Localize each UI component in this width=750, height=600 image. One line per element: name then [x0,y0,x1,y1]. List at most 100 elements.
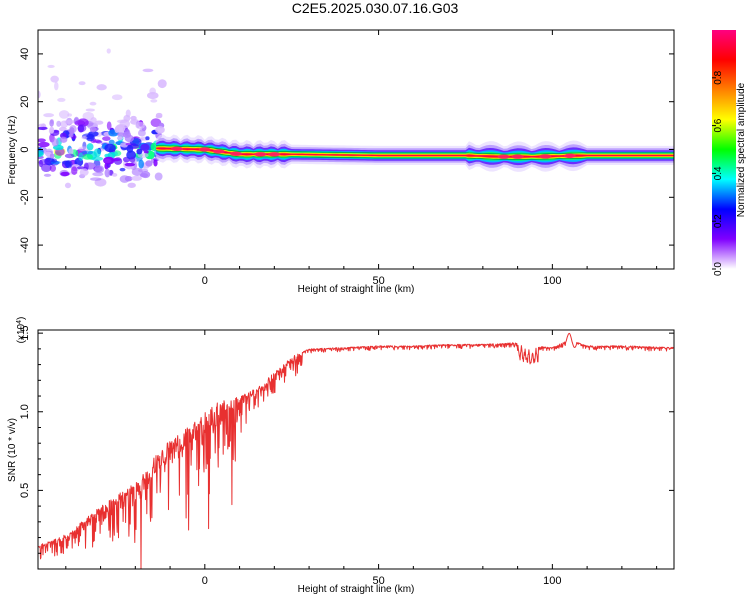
spectrogram-hotspot [497,154,510,159]
x-tick-label: 0 [202,575,208,587]
spectrogram-blob [91,156,104,161]
snr-frame [38,330,674,569]
snr-border [37,329,675,570]
spectrogram-hotspot [212,149,225,154]
spectrogram-blob [76,166,86,170]
spectrogram-blob [150,118,162,128]
spectrogram-blob [38,150,44,158]
colorbar-label: Normalized spectral amplitude [736,82,747,217]
spectrogram-blob [64,182,72,189]
colorbar-tick-label: 0.2 [713,214,724,228]
spectrogram-blob [58,110,70,119]
spectrogram-blob [38,90,41,99]
y-tick-label: 0.5 [19,483,31,498]
spectrogram-blob [124,162,136,167]
y-tick-label: 20 [19,96,31,108]
spectrogram-blob [108,139,115,145]
spectrogram-blob [57,97,66,102]
colorbar-ticks: 0.0 0.2 0.4 0.6 0.8 [712,70,724,276]
spectrogram-ridge-edge [156,145,674,155]
y-tick-label: 40 [19,48,31,60]
spectrogram-blob [56,120,62,127]
spectrogram-blob [145,160,153,167]
spectrogram-x-label: Height of straight line (km) [298,284,415,295]
spectrogram-blob [49,119,54,127]
spectrogram-axes: 0 50 100 -40 -20 0 20 40 [19,30,674,287]
snr-line [38,332,674,569]
spectrogram-blob [92,139,101,143]
spectrogram-blob [136,148,143,155]
spectrogram-blob [111,173,118,177]
spectrogram-blob [150,142,157,152]
spectrogram-blob [115,124,126,133]
colorbar-gradient [712,30,736,269]
spectrogram-blob [86,143,94,151]
spectrogram-blob [59,136,68,143]
spectrogram-blob [130,115,137,121]
y-tick-label: -40 [19,237,31,253]
spectrogram-blob [78,152,84,161]
spectrogram-blob [106,121,112,130]
spectrogram-blob [127,182,136,188]
spectrogram-blob [78,81,86,86]
spectrogram-hotspot [268,152,281,157]
x-tick-label: 50 [372,575,384,587]
snr-y-multiplier: (x104) [16,317,28,344]
spectrogram-blob [157,79,167,89]
spectrogram-blob [38,158,51,166]
spectrogram-blob [38,123,45,128]
spectrogram-blob [154,172,163,181]
spectrogram-blob [92,172,104,177]
spectrogram-blob [155,115,163,119]
spectrogram-hotspot [198,147,211,152]
spectrogram-blob [85,108,95,112]
spectrogram-blob [140,143,150,152]
spectrogram-blob [122,131,132,138]
spectrogram-blob [90,117,97,124]
spectrogram-blob [81,150,94,155]
spectrogram-hotspot [230,151,243,157]
y-tick-label: 0 [19,146,31,152]
spectrogram-blob [150,99,158,103]
spectrogram-blob [65,160,73,169]
spectrogram-blob [38,141,50,148]
x-tick-label: 100 [543,275,561,287]
spectrogram-y-label: Frequency (Hz) [7,116,18,185]
spectrogram-ridge-edge [156,150,674,160]
snr-x-label: Height of straight line (km) [298,584,415,595]
x-tick-label: 50 [372,275,384,287]
y-tick-label: -20 [19,189,31,205]
spectrogram-data [38,48,674,189]
spectrogram-blob [146,91,159,100]
spectrogram-blob [71,166,78,175]
spectrogram-blob [60,171,70,177]
spectrogram-blob [131,167,143,176]
spectrogram-blob [137,129,146,137]
spectrogram-blob [67,113,72,117]
spectrogram-blob [48,129,54,134]
spectrogram-blob [135,121,146,130]
spectrogram-blob [111,94,123,101]
spectrogram-blob [153,159,158,167]
spectrogram-blob [81,136,88,140]
spectrogram-blob [89,126,97,133]
spectrogram-blob [51,158,58,163]
spectrogram-blob [38,126,48,130]
spectrogram-blob [43,113,55,118]
spectrogram-blob [47,64,55,68]
spectrogram-blob [49,164,57,172]
colorbar-tick-label: 0.6 [713,118,724,132]
colorbar: 0.0 0.2 0.4 0.6 0.8 Normalized spectral ampl… [712,30,747,276]
spectrogram-blob [43,173,52,177]
y-tick-label: 1.5 [19,325,31,340]
spectrogram-blob [104,143,116,153]
spectrogram-blob [139,173,149,178]
spectrogram-blob [102,136,111,141]
spectrogram-blob [94,165,105,174]
spectrogram-blob [93,148,102,158]
spectrogram-blob [41,163,52,173]
colorbar-tick-label: 0.4 [713,166,724,180]
spectrogram-panel: 0 50 100 -40 -20 0 20 40 Height of straight lin… [7,29,675,295]
spectrogram-blob [124,175,133,182]
